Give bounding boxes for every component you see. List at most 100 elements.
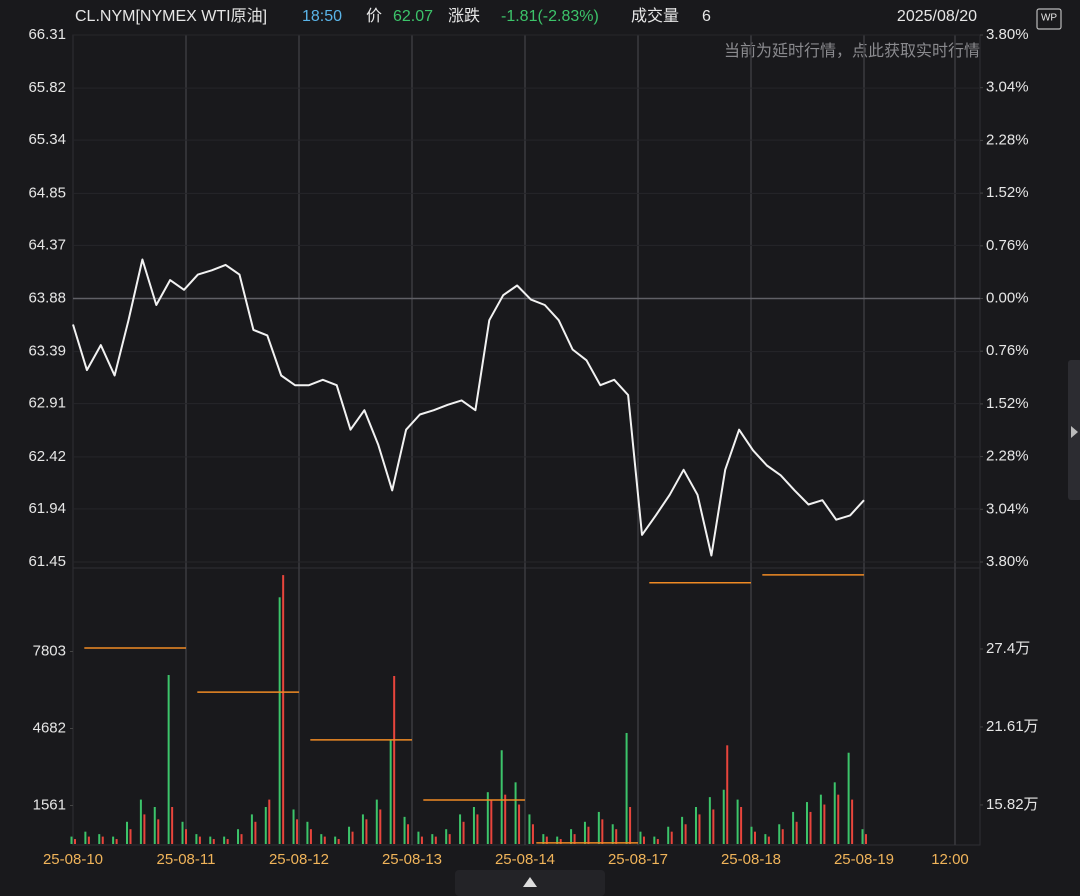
badge[interactable]: WP xyxy=(1036,8,1062,30)
volume-bar xyxy=(448,834,451,844)
volume-bar xyxy=(365,819,368,844)
volume-bar xyxy=(819,794,822,844)
volume-bar xyxy=(153,806,156,844)
x-tick-label: 25-08-11 xyxy=(157,851,216,868)
volume-bar xyxy=(781,829,784,844)
change-label: 涨跌 xyxy=(448,7,480,25)
price-label: 价 xyxy=(366,8,382,25)
volume-bar xyxy=(625,732,628,844)
volume-bar xyxy=(171,806,174,844)
volume-bar xyxy=(268,799,271,844)
volume-bar xyxy=(851,799,854,844)
volume-bar xyxy=(403,816,406,844)
volume-label: 成交量 xyxy=(631,7,679,25)
volume-bar xyxy=(656,839,659,844)
volume-bar xyxy=(570,829,573,844)
volume-bar xyxy=(559,839,562,844)
volume-bar xyxy=(528,814,531,844)
volume-bar xyxy=(250,814,253,844)
y-tick-label: 7803 xyxy=(33,642,66,659)
badge-box xyxy=(1036,8,1062,30)
volume-bar xyxy=(833,782,836,844)
volume-bar xyxy=(601,819,604,844)
volume-bar xyxy=(472,806,475,844)
y-tick-label: 63.39 xyxy=(28,343,66,360)
volume-bar xyxy=(684,824,687,844)
volume-bar xyxy=(334,836,337,844)
volume-bar xyxy=(865,834,867,844)
volume-bar xyxy=(542,834,545,844)
volume-bar xyxy=(837,794,840,844)
volume-bar xyxy=(653,836,656,844)
volume-bar xyxy=(195,834,198,844)
volume-bar xyxy=(670,831,673,844)
volume-bar xyxy=(393,675,396,844)
date: 2025/08/20 xyxy=(897,8,977,25)
side-arrow xyxy=(1071,426,1078,438)
y2-tick-label: 3.80% xyxy=(986,553,1029,570)
y-tick-label: 64.85 xyxy=(28,184,66,201)
volume-bar xyxy=(556,836,559,844)
y2-tick-label: 27.4万 xyxy=(986,640,1030,657)
y2-tick-label: 0.76% xyxy=(986,342,1029,359)
y-tick-label: 62.42 xyxy=(28,448,66,465)
volume-bar xyxy=(518,804,521,844)
volume-bar xyxy=(642,836,645,844)
bottom-arrow xyxy=(523,877,537,887)
y-tick-label: 66.31 xyxy=(28,26,66,43)
time: 18:50 xyxy=(302,8,342,25)
volume-bar xyxy=(351,831,354,844)
volume-bar xyxy=(375,799,378,844)
volume-bar xyxy=(240,834,243,844)
volume-bar xyxy=(667,826,670,844)
volume-bar xyxy=(129,829,132,844)
volume-bar xyxy=(629,806,632,844)
volume-bar xyxy=(417,831,420,844)
volume-bar xyxy=(587,826,590,844)
volume-bar xyxy=(615,829,618,844)
volume-bar xyxy=(337,839,340,844)
volume-bar xyxy=(434,836,437,844)
change: -1.81(-2.83%) xyxy=(501,8,599,25)
volume-bar xyxy=(698,814,701,844)
volume-bar xyxy=(712,809,715,844)
y2-tick-label: 15.82万 xyxy=(986,796,1039,813)
y-tick-label: 65.82 xyxy=(28,79,66,96)
volume-bar xyxy=(306,821,309,844)
volume-bar xyxy=(753,831,756,844)
y-tick-label: 1561 xyxy=(33,796,66,813)
volume-bar xyxy=(209,836,212,844)
y2-tick-label: 21.61万 xyxy=(986,718,1039,735)
volume-bar xyxy=(323,836,326,844)
volume-bar xyxy=(597,811,600,844)
y2-tick-label: 3.80% xyxy=(986,26,1029,43)
x-tick-label: 25-08-19 xyxy=(834,851,894,868)
volume-bar xyxy=(847,752,850,844)
x-tick-label: 25-08-17 xyxy=(608,851,668,868)
volume-bar xyxy=(167,675,170,844)
y2-tick-label: 2.28% xyxy=(986,448,1029,465)
y2-tick-label: 1.52% xyxy=(986,395,1029,412)
volume-bar xyxy=(101,836,104,844)
volume-bar xyxy=(573,834,576,844)
volume: 6 xyxy=(702,8,711,25)
volume-bar xyxy=(459,814,462,844)
y-tick-label: 4682 xyxy=(33,719,66,736)
y2-tick-label: 1.52% xyxy=(986,184,1029,201)
volume-bar xyxy=(98,834,101,844)
volume-bar xyxy=(611,824,614,844)
realtime-notice[interactable]: 当前为延时行情，点此获取实时行情 xyxy=(724,42,980,60)
volume-bar xyxy=(74,839,76,844)
volume-bar xyxy=(278,597,281,844)
volume-bar xyxy=(181,821,184,844)
volume-bar xyxy=(143,814,146,844)
volume-bar xyxy=(139,799,142,844)
volume-bar xyxy=(778,824,781,844)
volume-bar xyxy=(823,804,826,844)
y2-tick-label: 0.00% xyxy=(986,289,1029,306)
y2-tick-label: 3.04% xyxy=(986,500,1029,517)
volume-bar xyxy=(126,821,129,844)
volume-bar xyxy=(157,819,160,844)
volume-bar xyxy=(750,826,753,844)
volume-bar xyxy=(254,821,257,844)
